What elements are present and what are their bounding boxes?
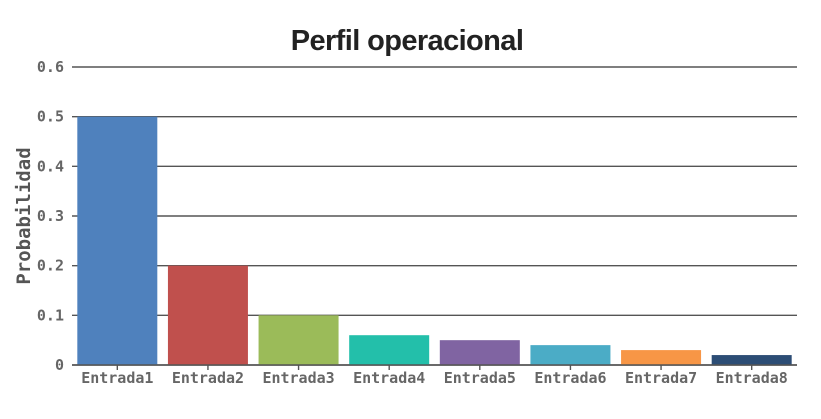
- x-tick-label: Entrada7: [625, 369, 697, 387]
- bar-entrada4: [349, 335, 430, 365]
- bar-entrada2: [167, 265, 248, 365]
- x-tick-label: Entrada1: [81, 369, 153, 387]
- y-tick-label: 0.1: [37, 306, 64, 324]
- bar-entrada3: [258, 315, 339, 365]
- y-tick-label: 0.4: [37, 157, 64, 175]
- x-tick-label: Entrada8: [716, 369, 788, 387]
- y-axis-ticks: 0 0.1 0.2 0.3 0.4 0.5 0.6: [37, 58, 64, 374]
- x-tick-label: Entrada5: [444, 369, 516, 387]
- bar-entrada8: [711, 355, 792, 365]
- y-tick-label: 0.5: [37, 108, 64, 126]
- x-tick-label: Entrada3: [262, 369, 334, 387]
- bar-entrada1: [77, 116, 158, 366]
- bars: [77, 116, 792, 366]
- x-tick-label: Entrada2: [172, 369, 244, 387]
- y-tick-label: 0.6: [37, 58, 64, 76]
- y-tick-label: 0.3: [37, 207, 64, 225]
- y-tick-label: 0: [55, 356, 64, 374]
- y-axis-title: Probabilidad: [13, 147, 35, 284]
- y-tick-label: 0.2: [37, 257, 64, 275]
- chart-title: Perfil operacional: [291, 25, 524, 57]
- x-axis-ticks: Entrada1 Entrada2 Entrada3 Entrada4 Entrada5…: [72, 364, 797, 387]
- x-tick-label: Entrada6: [534, 369, 606, 387]
- bar-entrada5: [439, 340, 520, 365]
- bar-entrada6: [530, 345, 611, 365]
- x-tick-label: Entrada4: [353, 369, 425, 387]
- bar-entrada7: [621, 350, 702, 365]
